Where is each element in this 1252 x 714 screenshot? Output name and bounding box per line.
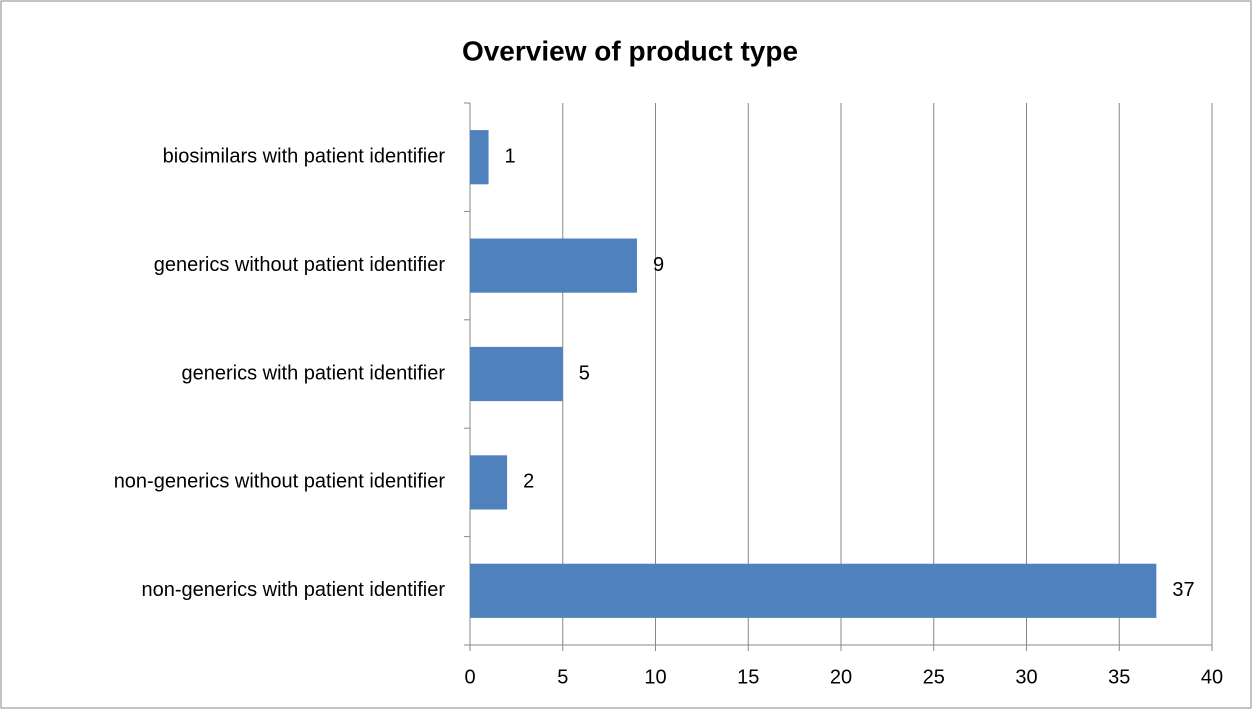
data-label: 9 <box>653 254 664 276</box>
x-tick-label: 20 <box>830 666 852 688</box>
bar <box>470 563 1157 618</box>
data-label: 37 <box>1172 579 1194 601</box>
x-tick-label: 25 <box>923 666 945 688</box>
x-tick-label: 40 <box>1201 666 1223 688</box>
y-tick-label: non-generics with patient identifier <box>141 579 445 601</box>
bar <box>470 130 489 185</box>
x-tick-label: 0 <box>464 666 475 688</box>
bar <box>470 346 563 402</box>
data-label: 2 <box>523 471 534 493</box>
bar <box>470 238 637 293</box>
x-tick-label: 35 <box>1108 666 1130 688</box>
chart-title: Overview of product type <box>462 35 798 66</box>
data-label: 1 <box>505 145 516 167</box>
y-tick-label: generics with patient identifier <box>182 362 446 384</box>
x-tick-label: 5 <box>557 666 568 688</box>
y-tick-label: generics without patient identifier <box>154 254 446 276</box>
x-tick-label: 10 <box>644 666 666 688</box>
x-tick-label: 15 <box>737 666 759 688</box>
data-label: 5 <box>579 362 590 384</box>
bar <box>470 455 508 510</box>
y-tick-label: biosimilars with patient identifier <box>163 145 446 167</box>
y-tick-label: non-generics without patient identifier <box>114 471 446 493</box>
x-tick-label: 30 <box>1015 666 1037 688</box>
